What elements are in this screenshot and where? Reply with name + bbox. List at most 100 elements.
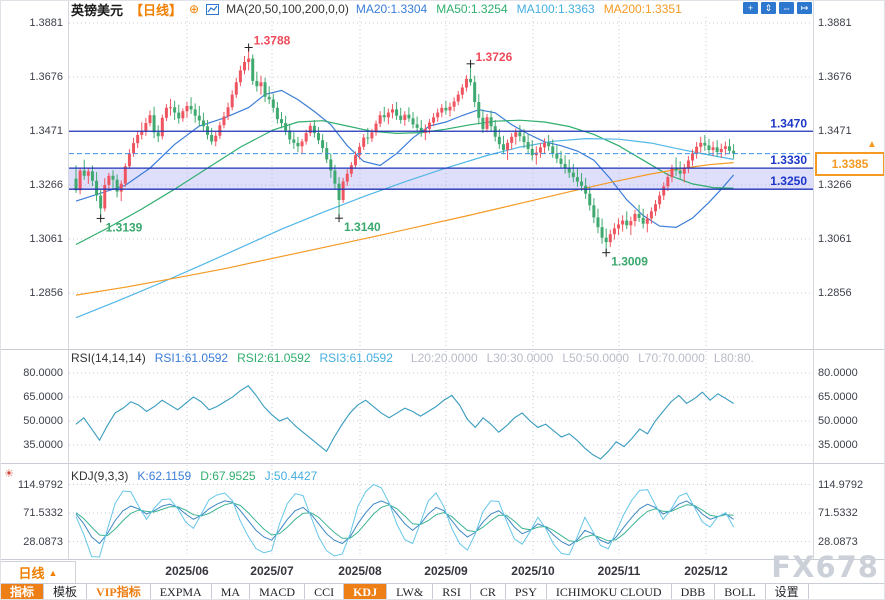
toolbar-item-dbb[interactable]: DBB bbox=[672, 584, 716, 599]
main-axis-tick-right: 1.3061 bbox=[818, 232, 852, 245]
rsi-indicator-chart[interactable] bbox=[69, 349, 813, 463]
toolbar-item-kdj[interactable]: KDJ bbox=[344, 584, 388, 599]
rsi-value: RSI3:61.0592 bbox=[319, 351, 393, 365]
toolbar-item-ichimoku-cloud[interactable]: ICHIMOKU CLOUD bbox=[547, 584, 672, 599]
main-price-chart[interactable]: 1.3470 1.3330 1.3250 1.3788 1.3726 1.3139 1.31… bbox=[69, 15, 813, 349]
rsi-axis-tick-left: 35.0000 bbox=[23, 439, 63, 451]
candle bbox=[407, 114, 411, 119]
panel-separator bbox=[1, 349, 884, 350]
rsi-axis-tick-left: 65.0000 bbox=[23, 391, 63, 403]
candle bbox=[292, 139, 296, 143]
current-price-box: 1.3385 bbox=[815, 152, 884, 176]
ma-line-ma200 bbox=[75, 162, 734, 296]
candle bbox=[699, 142, 703, 147]
candle bbox=[682, 167, 686, 174]
rsi-line-rsi2 bbox=[75, 385, 734, 460]
candle bbox=[415, 124, 419, 128]
rsi-axis-tick-right: 65.0000 bbox=[818, 391, 858, 403]
chart-title-row: 英镑美元 【日线】 ⊕ MA(20,50,100,200,0,0) MA20:1… bbox=[71, 2, 691, 18]
indicator-toolbar: 指标 模板 VIP指标 EXPMA MA MACD CCI KDJ LW& RSI CR PSY ICH… bbox=[1, 583, 884, 599]
toolbar-item-expma[interactable]: EXPMA bbox=[151, 584, 212, 599]
low-annotation: 1.3139 bbox=[106, 220, 143, 234]
candle bbox=[715, 147, 719, 153]
candle bbox=[703, 142, 707, 146]
ma-values: MA20:1.3304 MA50:1.3254 MA100:1.3363 MA200:… bbox=[356, 2, 691, 16]
move-crosshair-icon[interactable]: + bbox=[743, 2, 758, 14]
candle bbox=[119, 183, 123, 192]
main-axis-tick-left: 1.3471 bbox=[29, 124, 63, 137]
kdj-settings-icon[interactable]: ☀ bbox=[4, 468, 14, 480]
candle bbox=[95, 180, 99, 196]
main-axis-tick-right: 1.3471 bbox=[818, 124, 852, 137]
candle bbox=[629, 221, 633, 226]
jump-latest-icon[interactable]: ↦ bbox=[797, 2, 812, 14]
kdj-formula: KDJ(9,3,3) bbox=[71, 469, 129, 483]
candle bbox=[86, 171, 90, 176]
candle bbox=[551, 146, 555, 154]
candle bbox=[210, 134, 214, 142]
panel-separator bbox=[1, 559, 884, 560]
candle bbox=[707, 145, 711, 150]
candle bbox=[123, 166, 127, 184]
candle bbox=[559, 158, 563, 164]
toolbar-item-psy[interactable]: PSY bbox=[506, 584, 547, 599]
main-axis-tick-left: 1.3881 bbox=[29, 17, 63, 29]
candle bbox=[173, 107, 177, 113]
candle bbox=[727, 146, 731, 151]
toolbar-item-cr[interactable]: CR bbox=[471, 584, 506, 599]
candle bbox=[538, 147, 542, 153]
candle bbox=[115, 179, 119, 192]
x-axis-zoom-icon[interactable]: ⇔ bbox=[779, 2, 794, 14]
candle bbox=[436, 112, 440, 118]
candle bbox=[321, 140, 325, 149]
x-axis-month-label: 2025/08 bbox=[338, 564, 382, 578]
candle bbox=[506, 142, 510, 150]
add-overlay-icon[interactable]: ⊕ bbox=[189, 2, 200, 16]
candle bbox=[370, 132, 374, 139]
toolbar-item-cci[interactable]: CCI bbox=[305, 584, 345, 599]
toolbar-item-指标[interactable]: 指标 bbox=[1, 584, 45, 599]
period-tab-daily[interactable]: 日线 ▲ bbox=[1, 561, 76, 584]
candle bbox=[662, 186, 666, 196]
candle bbox=[514, 132, 518, 137]
candle bbox=[189, 105, 193, 110]
candle bbox=[637, 213, 641, 218]
candle bbox=[226, 107, 230, 117]
toolbar-item-lw-[interactable]: LW& bbox=[387, 584, 434, 599]
toolbar-item-设置[interactable]: 设置 bbox=[766, 584, 809, 599]
candle bbox=[251, 58, 255, 81]
kdj-indicator-chart[interactable] bbox=[69, 463, 813, 559]
ma-line-ma100 bbox=[75, 137, 734, 319]
toolbar-item-vip指标[interactable]: VIP指标 bbox=[87, 584, 151, 599]
candle bbox=[234, 82, 238, 95]
kdj-line-k bbox=[75, 500, 734, 547]
candle bbox=[259, 82, 263, 87]
candle bbox=[152, 115, 156, 133]
x-axis-month-label: 2025/06 bbox=[165, 564, 209, 578]
toolbar-item-macd[interactable]: MACD bbox=[250, 584, 306, 599]
candle bbox=[452, 101, 456, 107]
candle bbox=[711, 147, 715, 150]
toolbar-item-模板[interactable]: 模板 bbox=[44, 584, 88, 599]
candle bbox=[555, 153, 559, 159]
chart-type-icon[interactable] bbox=[206, 3, 220, 15]
toolbar-item-rsi[interactable]: RSI bbox=[433, 584, 471, 599]
candle bbox=[300, 141, 304, 147]
candle bbox=[571, 172, 575, 178]
candle bbox=[312, 125, 316, 134]
candle bbox=[563, 163, 567, 169]
rsi-header: RSI(14,14,14) RSI1:61.0592 RSI2:61.0592 RS… bbox=[71, 351, 813, 365]
candle bbox=[222, 116, 226, 126]
candle bbox=[378, 115, 382, 124]
candle bbox=[374, 123, 378, 133]
level-label: 1.3250 bbox=[770, 174, 807, 188]
y-axis-zoom-icon[interactable]: ⇕ bbox=[761, 2, 776, 14]
toolbar-item-boll[interactable]: BOLL bbox=[715, 584, 766, 599]
candle bbox=[608, 234, 612, 243]
x-axis-month-label: 2025/09 bbox=[424, 564, 468, 578]
kdj-axis-tick-left: 28.0873 bbox=[23, 535, 63, 548]
toolbar-item-ma[interactable]: MA bbox=[212, 584, 251, 599]
rsi-value: RSI2:61.0592 bbox=[237, 351, 311, 365]
candle bbox=[193, 109, 197, 116]
